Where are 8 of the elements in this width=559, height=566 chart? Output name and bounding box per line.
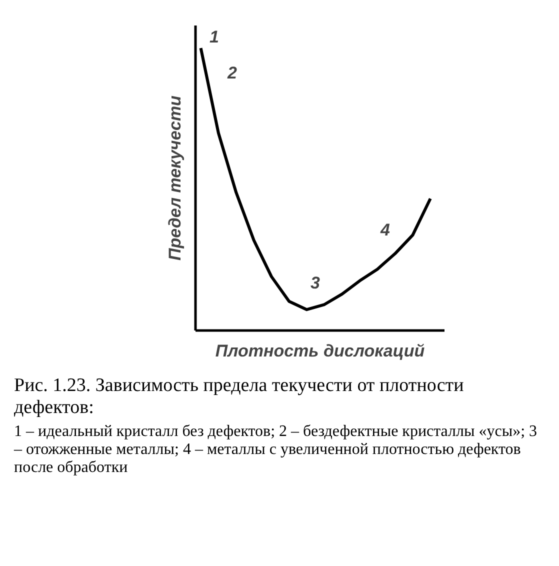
y-axis-title: Предел текучести xyxy=(166,94,184,260)
x-axis-title: Плотность дислокаций xyxy=(215,342,426,360)
annotation: 3 xyxy=(310,274,320,292)
annotation: 4 xyxy=(380,220,390,240)
text: 1 xyxy=(210,28,219,46)
text: 1 – идеальный кристалл без дефектов; 2 – бездефектные кристаллы «усы»; 3 – отожженные металлы; 4 – металлы с увеличенной плотностью дефектов после обработки xyxy=(14,422,538,478)
text: Рис. 1.23. Зависимость предела текучести от плотности дефектов: xyxy=(14,375,465,419)
annotation: 2 xyxy=(226,64,238,82)
